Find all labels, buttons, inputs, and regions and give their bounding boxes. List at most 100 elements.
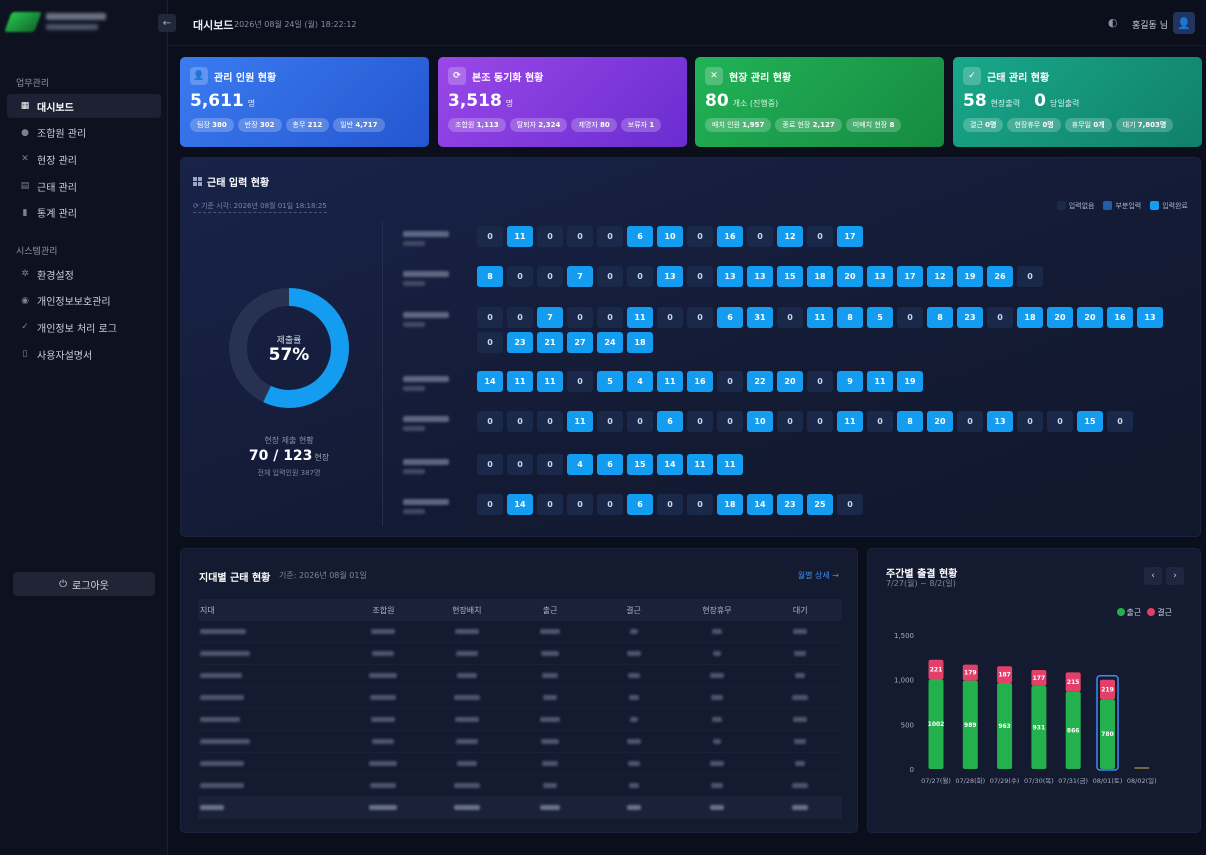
- attendance-cell[interactable]: 0: [687, 266, 713, 287]
- attendance-cell[interactable]: 0: [807, 371, 833, 392]
- table-row[interactable]: [198, 621, 842, 643]
- attendance-cell[interactable]: 8: [897, 411, 923, 432]
- attendance-cell[interactable]: 0: [537, 494, 563, 515]
- attendance-cell[interactable]: 0: [1017, 266, 1043, 287]
- bar-attend[interactable]: [1065, 691, 1081, 769]
- attendance-cell[interactable]: 0: [567, 307, 593, 328]
- attendance-cell[interactable]: 0: [657, 494, 683, 515]
- attendance-cell[interactable]: 20: [1077, 307, 1103, 328]
- attendance-cell[interactable]: 0: [477, 332, 503, 353]
- attendance-cell[interactable]: 4: [567, 454, 593, 475]
- attendance-cell[interactable]: 18: [1017, 307, 1043, 328]
- attendance-cell[interactable]: 20: [777, 371, 803, 392]
- table-row[interactable]: [198, 665, 842, 687]
- attendance-cell[interactable]: 16: [687, 371, 713, 392]
- attendance-cell[interactable]: 0: [597, 411, 623, 432]
- bar-attend[interactable]: [1031, 685, 1047, 769]
- attendance-cell[interactable]: 20: [927, 411, 953, 432]
- attendance-cell[interactable]: 10: [747, 411, 773, 432]
- attendance-cell[interactable]: 20: [837, 266, 863, 287]
- attendance-cell[interactable]: 13: [867, 266, 893, 287]
- attendance-cell[interactable]: 31: [747, 307, 773, 328]
- attendance-cell[interactable]: 0: [657, 307, 683, 328]
- attendance-cell[interactable]: 11: [567, 411, 593, 432]
- attendance-cell[interactable]: 0: [597, 494, 623, 515]
- attendance-cell[interactable]: 0: [777, 307, 803, 328]
- attendance-cell[interactable]: 0: [537, 454, 563, 475]
- attendance-cell[interactable]: 17: [837, 226, 863, 247]
- attendance-cell[interactable]: 0: [597, 226, 623, 247]
- attendance-cell[interactable]: 0: [777, 411, 803, 432]
- attendance-cell[interactable]: 19: [957, 266, 983, 287]
- attendance-cell[interactable]: 0: [687, 411, 713, 432]
- sidebar-item-user[interactable]: ● 조합원 관리: [7, 121, 161, 145]
- bar-attend[interactable]: [928, 679, 944, 769]
- column-header[interactable]: 대기: [792, 605, 808, 615]
- attendance-cell[interactable]: 0: [867, 411, 893, 432]
- attendance-cell[interactable]: 0: [507, 266, 533, 287]
- attendance-cell[interactable]: 8: [477, 266, 503, 287]
- table-row[interactable]: [198, 643, 842, 665]
- attendance-cell[interactable]: 0: [477, 494, 503, 515]
- attendance-cell[interactable]: 9: [837, 371, 863, 392]
- attendance-cell[interactable]: 0: [477, 454, 503, 475]
- attendance-cell[interactable]: 0: [567, 226, 593, 247]
- attendance-cell[interactable]: 0: [537, 226, 563, 247]
- sidebar-item-chart[interactable]: ▮ 통계 관리: [7, 201, 161, 225]
- attendance-cell[interactable]: 0: [687, 494, 713, 515]
- column-header[interactable]: 현장배치: [452, 605, 482, 615]
- attendance-cell[interactable]: 0: [537, 411, 563, 432]
- attendance-cell[interactable]: 27: [567, 332, 593, 353]
- attendance-cell[interactable]: 11: [537, 371, 563, 392]
- attendance-cell[interactable]: 0: [507, 411, 533, 432]
- column-header[interactable]: 현장휴무: [702, 605, 732, 615]
- attendance-cell[interactable]: 17: [897, 266, 923, 287]
- attendance-cell[interactable]: 0: [747, 226, 773, 247]
- attendance-cell[interactable]: 0: [717, 371, 743, 392]
- sidebar-item-gear[interactable]: ✲ 환경설정: [7, 262, 161, 286]
- attendance-cell[interactable]: 8: [927, 307, 953, 328]
- column-header[interactable]: 지대: [200, 605, 215, 615]
- attendance-cell[interactable]: 18: [627, 332, 653, 353]
- attendance-cell[interactable]: 0: [837, 494, 863, 515]
- attendance-cell[interactable]: 0: [1047, 411, 1073, 432]
- attendance-cell[interactable]: 13: [747, 266, 773, 287]
- monthly-detail-link[interactable]: 월별 상세 →: [797, 571, 839, 580]
- attendance-cell[interactable]: 6: [657, 411, 683, 432]
- bar-absent[interactable]: [962, 664, 978, 681]
- attendance-cell[interactable]: 0: [627, 266, 653, 287]
- attendance-cell[interactable]: 11: [507, 226, 533, 247]
- attendance-cell[interactable]: 0: [957, 411, 983, 432]
- bar-attend[interactable]: [962, 680, 978, 769]
- attendance-cell[interactable]: 0: [567, 371, 593, 392]
- attendance-cell[interactable]: 22: [747, 371, 773, 392]
- logout-button[interactable]: ⏻ 로그아웃: [13, 572, 155, 596]
- attendance-cell[interactable]: 13: [1137, 307, 1163, 328]
- attendance-cell[interactable]: 0: [687, 226, 713, 247]
- attendance-cell[interactable]: 20: [1047, 307, 1073, 328]
- attendance-cell[interactable]: 0: [717, 411, 743, 432]
- stat-card-2[interactable]: ⟳ 본조 동기화 현황 3,518 명 조합원 1,113 탈퇴자 2,324 제명자 80…: [438, 57, 687, 147]
- bar-attend[interactable]: [1100, 699, 1115, 769]
- column-header[interactable]: 결근: [626, 605, 641, 615]
- back-button[interactable]: ←: [158, 14, 176, 32]
- attendance-cell[interactable]: 0: [477, 226, 503, 247]
- attendance-cell[interactable]: 24: [597, 332, 623, 353]
- stat-card-3[interactable]: ✕ 현장 관리 현황 80 개소 (진행중) 배치 인원 1,957 종료 현장 2,12…: [695, 57, 944, 147]
- attendance-cell[interactable]: 0: [1107, 411, 1133, 432]
- attendance-cell[interactable]: 0: [1017, 411, 1043, 432]
- attendance-cell[interactable]: 11: [807, 307, 833, 328]
- attendance-cell[interactable]: 23: [957, 307, 983, 328]
- attendance-cell[interactable]: 0: [897, 307, 923, 328]
- attendance-cell[interactable]: 23: [507, 332, 533, 353]
- attendance-cell[interactable]: 15: [627, 454, 653, 475]
- attendance-cell[interactable]: 8: [837, 307, 863, 328]
- column-header[interactable]: 조합원: [372, 605, 395, 615]
- attendance-cell[interactable]: 7: [537, 307, 563, 328]
- table-row[interactable]: [198, 731, 842, 753]
- attendance-cell[interactable]: 13: [717, 266, 743, 287]
- attendance-cell[interactable]: 0: [627, 411, 653, 432]
- prev-week-button[interactable]: ‹: [1144, 567, 1162, 585]
- logo[interactable]: [4, 10, 148, 36]
- attendance-cell[interactable]: 14: [747, 494, 773, 515]
